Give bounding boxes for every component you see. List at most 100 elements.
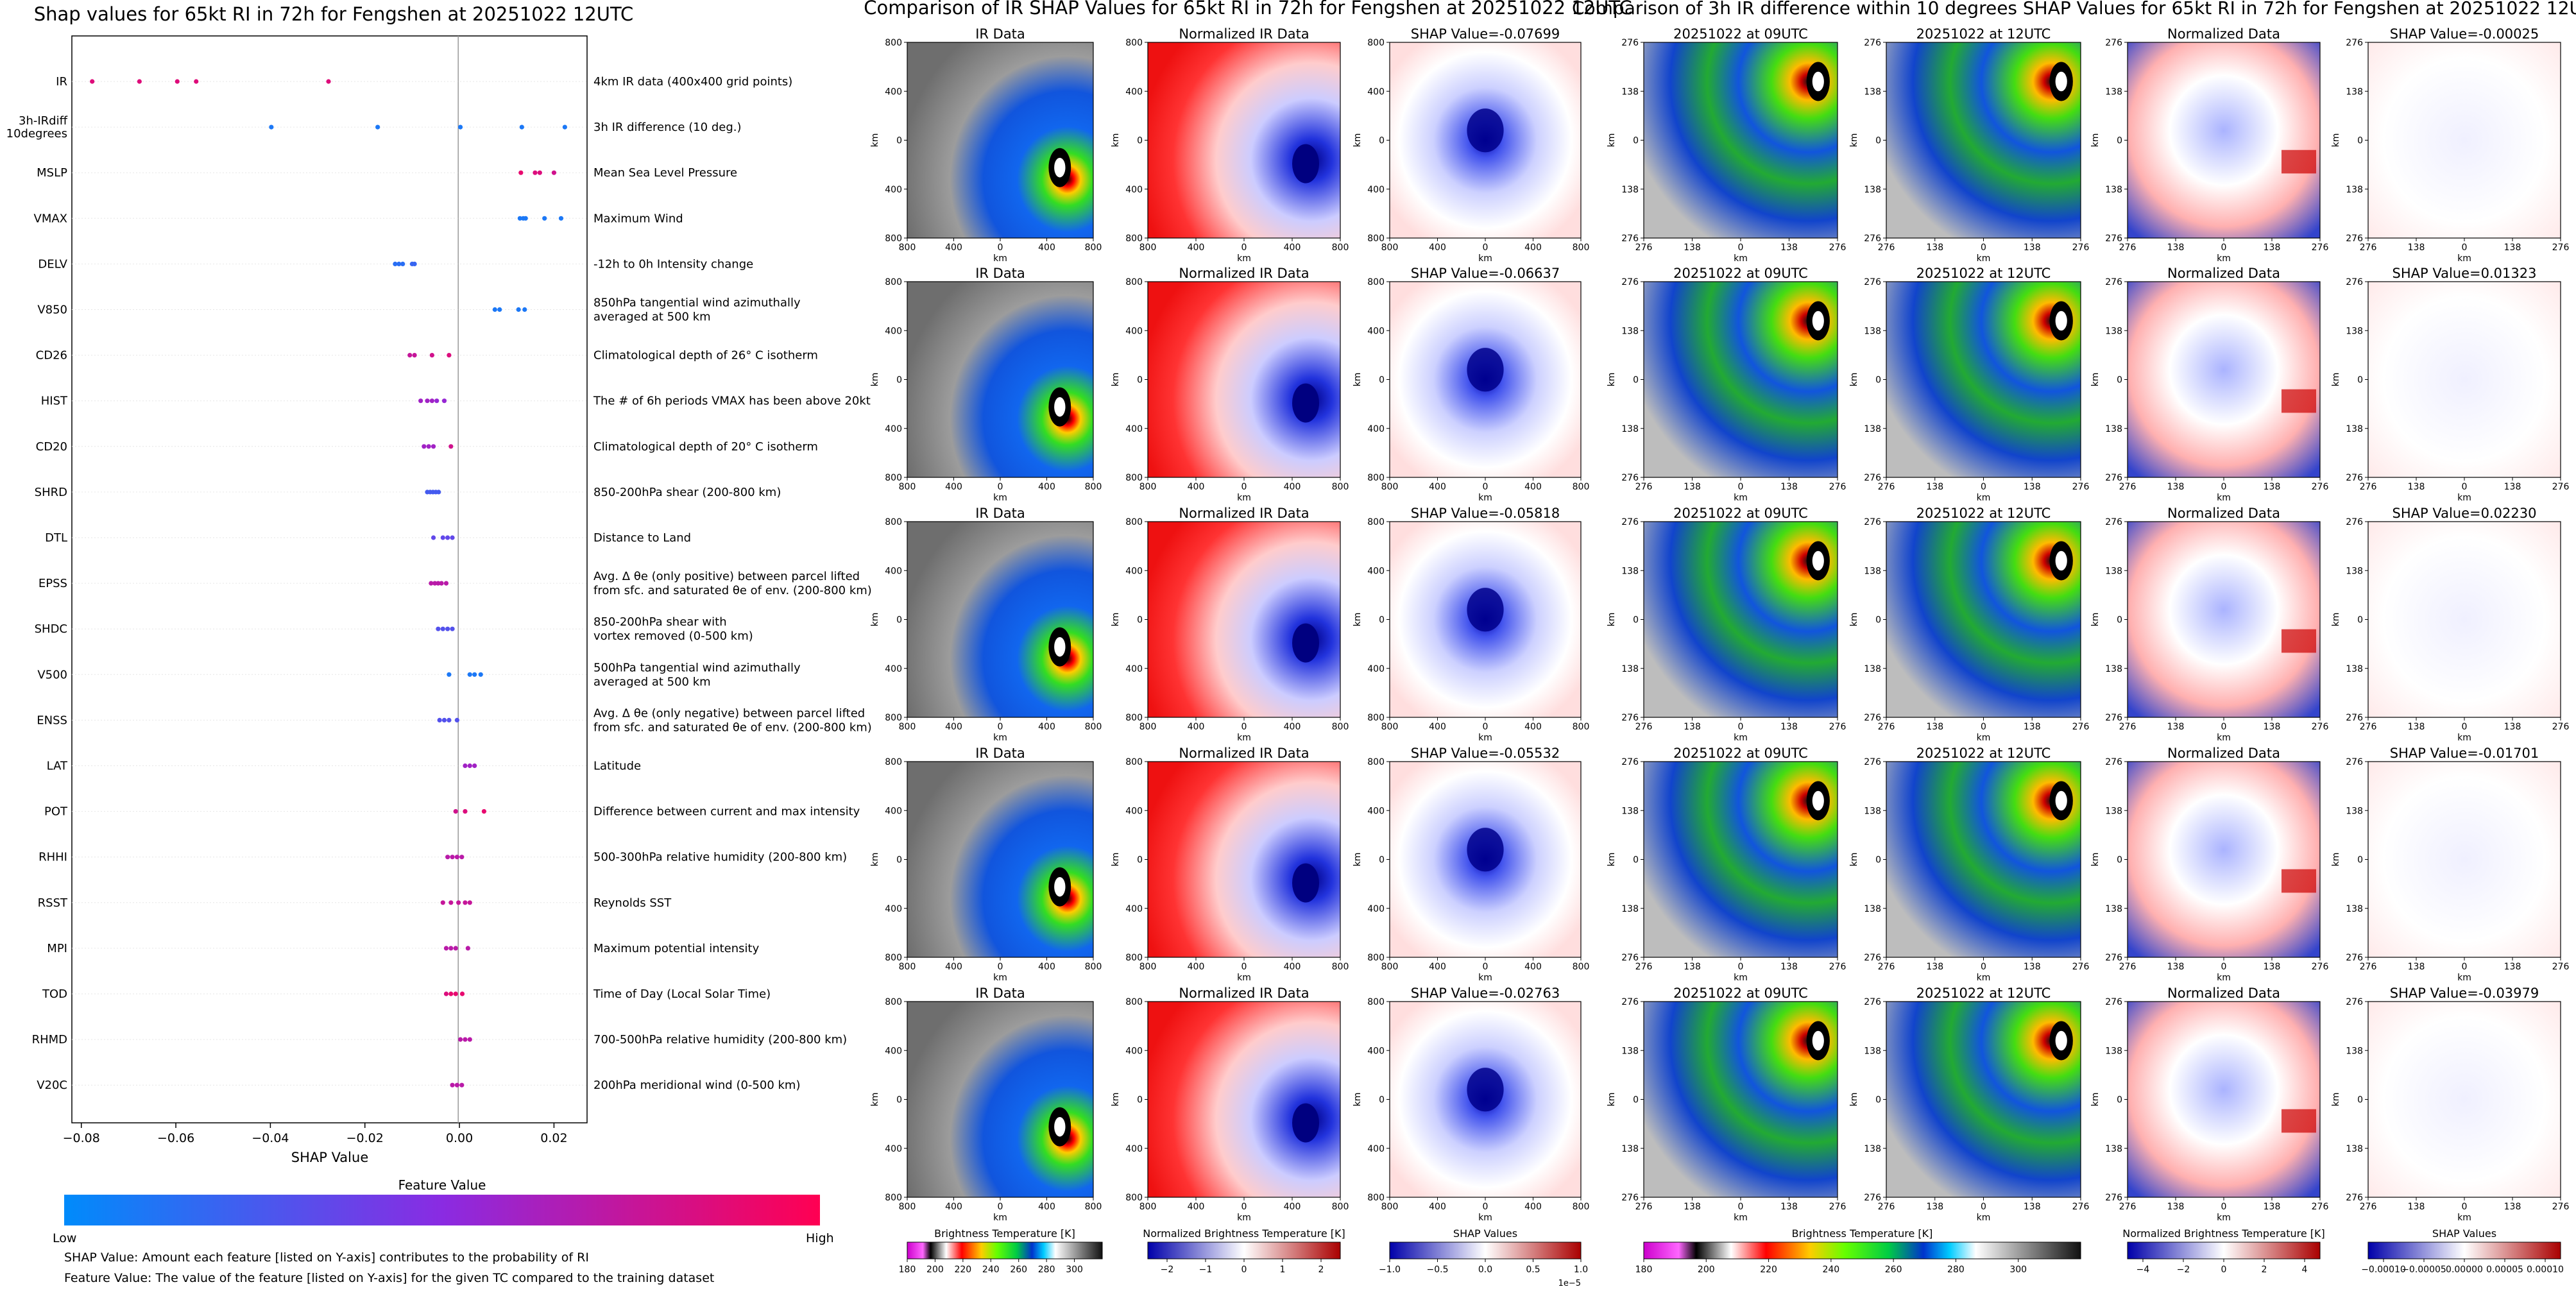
colorbar [2367,1242,2561,1259]
x-tick-label: 800 [1573,722,1590,732]
x-tick-label: 276 [2072,962,2090,972]
y-tick-label: 0 [896,136,902,146]
y-tick-label: 400 [1367,664,1385,674]
y-tick-label: 276 [2346,473,2363,483]
colorbar-tick-label: 1.0 [1574,1265,1588,1275]
ir-diff-comparison-panel: Comparison of 3h IR difference within 10… [1572,0,2576,1275]
colorbar-tick-label: −2 [2177,1265,2190,1275]
x-tick-label: 138 [2264,962,2281,972]
x-tick-label: 138 [2024,482,2041,492]
y-axis-label: km [1849,1093,1859,1107]
x-tick-label: 138 [2167,962,2185,972]
diff-hotspot [2282,149,2316,174]
x-axis-label: km [2217,733,2231,743]
y-tick-label: 138 [1864,87,1881,97]
shap-hotspot [1467,828,1504,872]
x-axis-label: km [993,733,1007,743]
colorbar-tick-label: 4 [2302,1265,2308,1275]
subplot-title: Normalized Data [2167,986,2280,1001]
x-axis-label: km [1478,493,1492,503]
x-tick-label: 800 [1085,243,1102,253]
x-axis-label: km [2217,493,2231,503]
shap-point [497,307,502,312]
y-tick-label: 0 [2357,136,2363,146]
y-tick-label: 400 [885,185,902,195]
heatmap-image [1886,42,2081,239]
subplot-title: 20251022 at 09UTC [1673,506,1808,521]
feature-value-colorbar [64,1195,820,1225]
y-tick-label: 276 [2346,38,2363,48]
subplot-title: Normalized Data [2167,266,2280,281]
shap-point [432,581,438,586]
y-axis-label: km [2090,613,2101,627]
y-tick-label: 138 [1621,326,1639,336]
y-tick-label: 276 [2105,234,2122,244]
heatmap-image [1643,761,1838,958]
x-tick-label: 0 [1241,482,1247,492]
x-tick-label: 0 [1981,243,1986,253]
y-tick-label: 800 [885,234,902,244]
y-tick-label: 276 [1621,277,1639,287]
colorbar-tick-label: 200 [926,1265,944,1275]
colorbar-label: SHAP Values [2432,1227,2496,1240]
y-tick-label: 800 [885,757,902,767]
subplot-title: IR Data [975,506,1025,521]
x-tick-label: 400 [945,243,962,253]
x-tick-label: 138 [2264,482,2281,492]
x-tick-label: −0.02 [346,1131,384,1145]
x-tick-label: 400 [1188,722,1205,732]
x-axis-label: km [993,253,1007,264]
subplot-title: SHAP Value=-0.00025 [2390,26,2539,42]
y-axis-label: km [2331,853,2341,867]
y-tick-label: 400 [1125,664,1143,674]
x-tick-label: 400 [1038,722,1055,732]
x-tick-label: 0 [1241,243,1247,253]
x-tick-label: 800 [1381,243,1399,253]
shap-point [175,79,180,84]
heatmap-image [907,761,1094,958]
y-tick-label: 138 [1864,1046,1881,1056]
y-tick-label: 800 [1367,277,1385,287]
heatmap-image [2127,281,2321,478]
y-tick-label: 0 [896,1095,902,1105]
x-tick-label: 400 [1038,962,1055,972]
x-tick-label: 276 [1878,722,1895,732]
shap-hotspot [1467,1068,1504,1112]
x-axis-label: km [2457,253,2471,264]
feature-description: 500hPa tangential wind azimuthally averag… [593,661,801,688]
feature-description: Climatological depth of 20° C isotherm [593,440,818,454]
y-tick-label: 0 [1875,855,1881,866]
y-tick-label: 800 [885,517,902,527]
colorbar-tick-label: 1 [1280,1265,1286,1275]
x-tick-label: 138 [1926,482,1943,492]
diff-hotspot [2282,629,2316,653]
x-axis-label: km [1237,973,1251,983]
y-tick-label: 138 [1864,806,1881,816]
shap-hotspot [1467,588,1504,632]
y-tick-label: 800 [885,38,902,48]
y-tick-label: 138 [1621,904,1639,914]
x-tick-label: 276 [1635,722,1653,732]
y-tick-label: 800 [885,997,902,1007]
shap-point [478,672,483,677]
x-tick-label: 0 [1241,722,1247,732]
subplot-title: SHAP Value=-0.03979 [2390,986,2539,1001]
x-axis-label: km [2457,1213,2471,1223]
y-tick-label: 0 [1137,855,1143,866]
shap-point [467,763,472,769]
y-tick-label: 276 [2105,473,2122,483]
heatmap-image [1147,42,1341,239]
ir-diff-comparison-title: Comparison of 3h IR difference within 10… [1572,0,2576,19]
x-tick-label: 138 [1684,243,1701,253]
y-tick-label: 800 [1367,234,1385,244]
y-tick-label: 276 [1864,38,1881,48]
x-tick-label: 0 [998,1202,1003,1212]
feature-description: 850hPa tangential wind azimuthally averag… [593,296,801,324]
shap-point [456,900,461,905]
shap-summary-panel: Shap values for 65kt RI in 72h for Fengs… [6,3,872,1285]
shap-point [459,991,465,996]
y-tick-label: 138 [2105,424,2122,434]
y-tick-label: 0 [2357,615,2363,626]
y-tick-label: 400 [885,326,902,336]
shap-point [440,900,445,905]
